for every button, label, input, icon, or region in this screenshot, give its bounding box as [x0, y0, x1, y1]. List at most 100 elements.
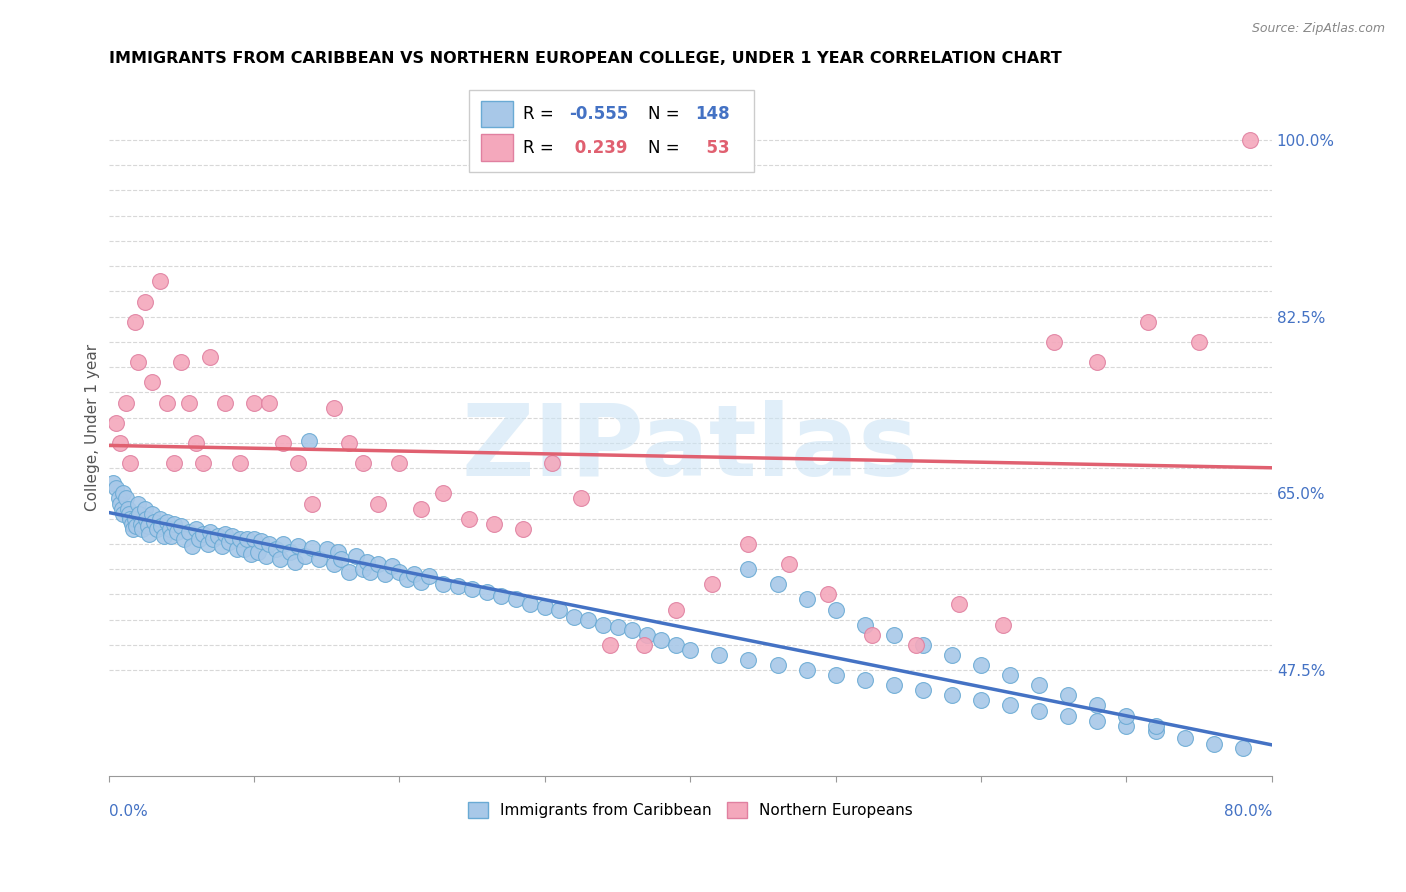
Bar [481, 101, 513, 128]
Point [298, 434, 321, 448]
Point [131, 522, 153, 536]
Point [163, 456, 186, 470]
Point [388, 456, 411, 470]
Point [127, 355, 149, 369]
Point [257, 395, 280, 409]
Point [1174, 731, 1197, 745]
Point [257, 537, 280, 551]
Point [124, 315, 146, 329]
Point [254, 549, 277, 563]
Point [323, 401, 346, 415]
Point [411, 501, 433, 516]
Point [904, 638, 927, 652]
Point [294, 549, 316, 563]
Point [337, 565, 360, 579]
Point [271, 537, 294, 551]
Point [1348, 315, 1371, 329]
Point [202, 532, 225, 546]
Point [1115, 719, 1137, 733]
Point [650, 632, 672, 647]
Point [374, 567, 396, 582]
Point [709, 648, 731, 662]
Point [134, 501, 156, 516]
Point [541, 456, 564, 470]
Point [315, 541, 337, 556]
Point [148, 274, 170, 288]
Point [177, 524, 200, 539]
Point [156, 395, 179, 409]
Point [824, 602, 846, 616]
Text: ZIPatlas: ZIPatlas [461, 401, 918, 497]
Point [548, 602, 571, 616]
Point [120, 456, 142, 470]
Point [352, 562, 374, 576]
Point [287, 539, 309, 553]
Text: IMMIGRANTS FROM CARIBBEAN VS NORTHERN EUROPEAN COLLEGE, UNDER 1 YEAR CORRELATION: IMMIGRANTS FROM CARIBBEAN VS NORTHERN EU… [108, 51, 1062, 66]
Point [122, 522, 145, 536]
Point [359, 565, 381, 579]
Point [264, 541, 287, 556]
Point [284, 555, 307, 569]
Point [129, 516, 152, 531]
Point [817, 587, 839, 601]
Point [446, 579, 468, 593]
Point [214, 526, 236, 541]
Point [418, 569, 440, 583]
Text: -0.555: -0.555 [569, 105, 628, 123]
Point [173, 532, 195, 546]
Point [177, 395, 200, 409]
Point [970, 658, 993, 673]
Point [112, 486, 135, 500]
Point [482, 516, 505, 531]
Point [432, 577, 454, 591]
Point [328, 545, 350, 559]
Point [1137, 315, 1160, 329]
Point [853, 617, 876, 632]
Point [737, 537, 759, 551]
Point [998, 668, 1021, 682]
Point [228, 456, 250, 470]
Point [824, 668, 846, 682]
Y-axis label: College, Under 1 year: College, Under 1 year [86, 344, 100, 511]
Point [128, 507, 150, 521]
Point [665, 602, 688, 616]
Point [1188, 334, 1211, 349]
Point [1042, 334, 1064, 349]
Point [163, 516, 186, 531]
Point [141, 376, 163, 390]
Point [948, 598, 970, 612]
Text: Source: ZipAtlas.com: Source: ZipAtlas.com [1251, 22, 1385, 36]
Point [534, 599, 557, 614]
Point [323, 557, 346, 571]
Point [191, 456, 214, 470]
Point [110, 436, 132, 450]
Point [352, 456, 374, 470]
Point [1289, 315, 1312, 329]
Point [911, 683, 934, 698]
Point [1144, 719, 1167, 733]
Point [232, 541, 254, 556]
Point [911, 638, 934, 652]
Point [197, 537, 219, 551]
Point [118, 507, 141, 521]
Point [860, 628, 883, 642]
Point [269, 552, 291, 566]
Point [337, 436, 360, 450]
FancyBboxPatch shape [470, 90, 754, 172]
Point [636, 628, 658, 642]
Point [1202, 737, 1225, 751]
Point [1232, 740, 1254, 755]
Point [381, 559, 404, 574]
Point [700, 577, 723, 591]
Point [184, 436, 207, 450]
Point [766, 577, 789, 591]
Point [621, 623, 644, 637]
Text: 53: 53 [695, 138, 730, 157]
Point [301, 541, 323, 555]
Point [271, 436, 294, 450]
Point [121, 516, 143, 531]
Point [1115, 708, 1137, 723]
Point [207, 529, 229, 543]
Point [287, 456, 309, 470]
Point [356, 555, 378, 569]
